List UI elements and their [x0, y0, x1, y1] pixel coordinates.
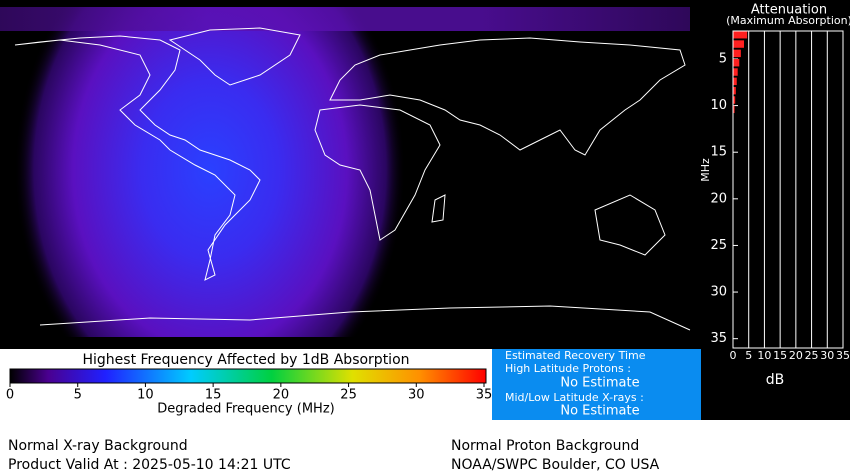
coastlines	[14, 27, 691, 331]
colorbar-tick-label: 10	[137, 388, 154, 403]
x-tick-label: 15	[773, 349, 787, 362]
y-axis-label: MHz	[699, 158, 712, 182]
footer-text: Normal Proton Background	[451, 438, 639, 454]
bar	[733, 86, 736, 95]
bar	[733, 49, 741, 58]
footer: Normal X-ray Background Product Valid At…	[8, 438, 660, 473]
absorption-field	[0, 7, 690, 337]
attenuation-panel: Attenuation (Maximum Absorption) MHz dB …	[699, 3, 850, 389]
colorbar: Highest Frequency Affected by 1dB Absorp…	[0, 349, 492, 420]
x-tick-label: 25	[805, 349, 819, 362]
colorbar-tick-label: 20	[273, 388, 290, 403]
bar	[733, 68, 738, 76]
colorbar-tick-label: 30	[408, 388, 425, 403]
recovery-box: Estimated Recovery Time High Latitude Pr…	[492, 349, 701, 420]
plot-frame	[732, 30, 844, 349]
bar	[733, 58, 740, 67]
recovery-value: No Estimate	[560, 376, 639, 391]
colorbar-tick-label: 15	[205, 388, 222, 403]
bar	[733, 77, 737, 86]
recovery-label: High Latitude Protons :	[505, 362, 631, 375]
bar	[733, 40, 744, 48]
colorbar-label: Degraded Frequency (MHz)	[157, 402, 334, 417]
x-tick-label: 20	[789, 349, 803, 362]
y-tick-label: 20	[710, 191, 727, 206]
y-tick-label: 30	[710, 285, 727, 300]
x-tick-label: 10	[757, 349, 771, 362]
recovery-title: Estimated Recovery Time	[505, 349, 646, 362]
footer-text: Normal X-ray Background	[8, 438, 188, 454]
recovery-value: No Estimate	[560, 404, 639, 419]
footer-text: Product Valid At : 2025-05-10 14:21 UTC	[8, 457, 291, 473]
x-tick-label: 35	[836, 349, 850, 362]
y-tick-label: 10	[710, 98, 727, 113]
bar	[733, 105, 735, 114]
colorbar-tick-label: 35	[476, 388, 493, 403]
colorbar-tick-label: 0	[6, 388, 14, 403]
x-tick-label: 0	[730, 349, 737, 362]
x-axis-label: dB	[766, 372, 785, 388]
x-tick-label: 30	[820, 349, 834, 362]
recovery-background	[492, 349, 701, 420]
recovery-label: Mid/Low Latitude X-rays :	[505, 391, 644, 404]
y-tick-label: 35	[710, 331, 727, 346]
y-tick-label: 25	[710, 238, 727, 253]
colorbar-scale	[9, 368, 487, 384]
colorbar-background	[0, 349, 492, 420]
colorbar-tick-label: 25	[340, 388, 357, 403]
bar	[733, 96, 736, 104]
y-tick-label: 15	[710, 145, 727, 160]
panel-subtitle: (Maximum Absorption)	[726, 14, 850, 27]
polar-cap	[0, 7, 690, 31]
colorbar-title: Highest Frequency Affected by 1dB Absorp…	[82, 352, 409, 368]
y-tick-label: 5	[719, 51, 727, 66]
panel-title: Attenuation	[751, 3, 827, 18]
colorbar-tick-label: 5	[74, 388, 82, 403]
x-tick-label: 5	[745, 349, 752, 362]
map	[0, 7, 691, 337]
bar	[733, 31, 748, 39]
footer-text: NOAA/SWPC Boulder, CO USA	[451, 457, 660, 473]
